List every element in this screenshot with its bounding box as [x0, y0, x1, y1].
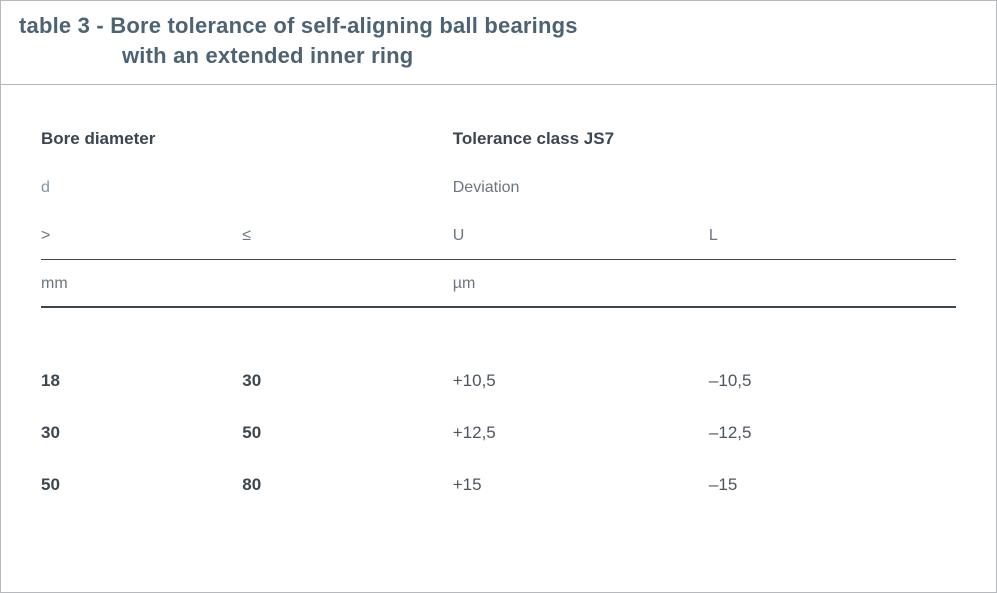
- header-gt: >: [41, 211, 242, 259]
- unit-micron: µm: [453, 259, 956, 307]
- table-row: 30 50 +12,5 –12,5: [41, 407, 956, 459]
- cell-gt: 30: [41, 407, 242, 459]
- table-title-line1: table 3 - Bore tolerance of self-alignin…: [19, 11, 978, 41]
- table-row: 18 30 +10,5 –10,5: [41, 355, 956, 407]
- cell-lte: 80: [242, 459, 452, 511]
- table-header-symbols: > ≤ U L: [41, 211, 956, 259]
- cell-l: –15: [709, 459, 956, 511]
- cell-gt: 50: [41, 459, 242, 511]
- header-lte: ≤: [242, 211, 452, 259]
- header-l: L: [709, 211, 956, 259]
- table-title-line2: with an extended inner ring: [19, 41, 978, 71]
- table-header-main: Bore diameter Tolerance class JS7: [41, 115, 956, 163]
- cell-u: +12,5: [453, 407, 709, 459]
- header-bore-diameter: Bore diameter: [41, 115, 453, 163]
- cell-lte: 50: [242, 407, 452, 459]
- cell-u: +15: [453, 459, 709, 511]
- table-spacer: [41, 307, 956, 355]
- table-units-row: mm µm: [41, 259, 956, 307]
- table-body: Bore diameter Tolerance class JS7 d Devi…: [1, 85, 996, 531]
- header-symbol-d: d: [41, 163, 453, 211]
- header-tolerance-class: Tolerance class JS7: [453, 115, 956, 163]
- table-frame: table 3 - Bore tolerance of self-alignin…: [0, 0, 997, 593]
- table-header-sub: d Deviation: [41, 163, 956, 211]
- cell-l: –10,5: [709, 355, 956, 407]
- unit-mm: mm: [41, 259, 453, 307]
- table-title-block: table 3 - Bore tolerance of self-alignin…: [1, 1, 996, 85]
- cell-l: –12,5: [709, 407, 956, 459]
- header-u: U: [453, 211, 709, 259]
- header-deviation: Deviation: [453, 163, 956, 211]
- cell-lte: 30: [242, 355, 452, 407]
- cell-u: +10,5: [453, 355, 709, 407]
- cell-gt: 18: [41, 355, 242, 407]
- table-row: 50 80 +15 –15: [41, 459, 956, 511]
- tolerance-table: Bore diameter Tolerance class JS7 d Devi…: [41, 115, 956, 511]
